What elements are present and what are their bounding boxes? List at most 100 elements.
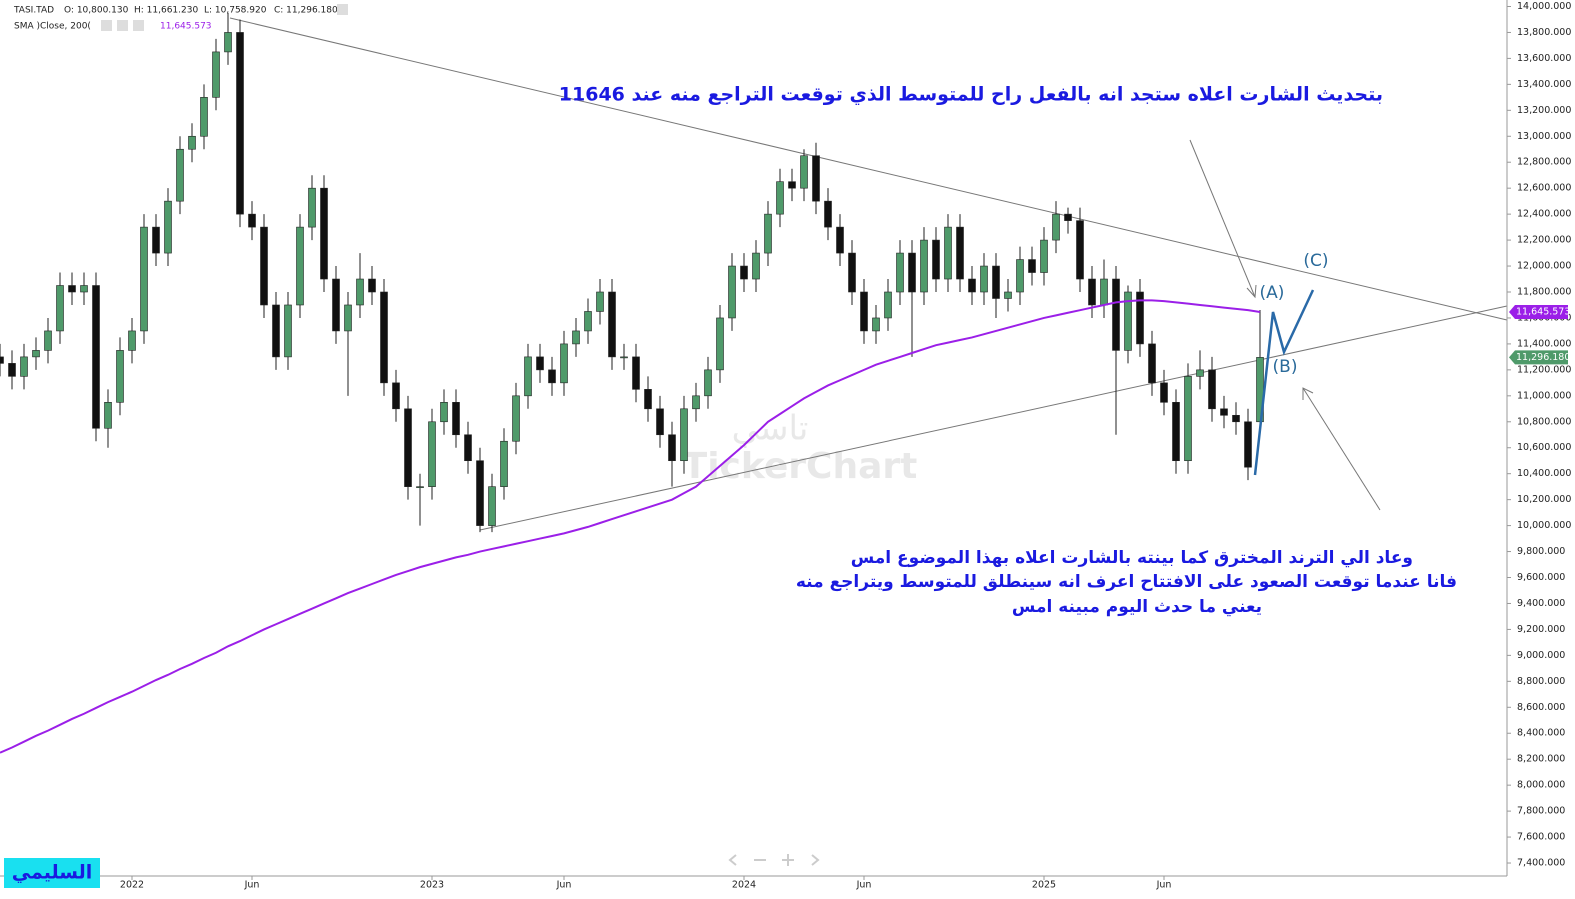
candle-body [896, 252, 904, 293]
candle-body [644, 389, 652, 410]
candle-body [212, 51, 220, 98]
wave-label: (A) [1260, 283, 1285, 303]
y-tick-label: 9,800.000 [1517, 546, 1565, 557]
candle-body [860, 291, 868, 332]
candle-body [440, 402, 448, 423]
candle-body [968, 278, 976, 293]
candle-body [692, 395, 700, 410]
author-badge [4, 858, 100, 888]
candle-body [908, 252, 916, 293]
candle-body [1076, 220, 1084, 280]
x-tick-label: Jun [244, 880, 260, 891]
candle-body [260, 226, 268, 306]
y-tick-label: 9,600.000 [1517, 572, 1565, 583]
arrow [1302, 387, 1381, 511]
y-tick-label: 10,000.000 [1517, 520, 1571, 531]
candle-body [956, 226, 964, 280]
candle-body [236, 32, 244, 215]
y-tick-label: 9,000.000 [1517, 650, 1565, 661]
candle-body [992, 265, 1000, 299]
candle-body [1052, 213, 1060, 241]
candle-body [500, 440, 508, 487]
candle-body [320, 187, 328, 280]
candle-body [656, 408, 664, 436]
candle-body [56, 285, 64, 332]
candle-body [836, 226, 844, 254]
candle-body [404, 408, 412, 487]
candle-body [920, 239, 928, 293]
candle-body [152, 226, 160, 254]
candle-body [392, 382, 400, 410]
candle-body [32, 350, 40, 358]
header: TASI.TAD O: 10,800.130 H: 11,661.230 L: … [13, 4, 348, 32]
icon[interactable] [117, 20, 128, 31]
icon[interactable] [101, 20, 112, 31]
candle-body [932, 239, 940, 280]
icon[interactable] [337, 4, 348, 15]
trend-line [229, 17, 1508, 321]
wave-label: (C) [1303, 251, 1328, 271]
candle-body [1028, 259, 1036, 273]
y-tick-label: 11,200.000 [1517, 364, 1571, 375]
icon[interactable] [133, 20, 144, 31]
candle-body [716, 317, 724, 371]
symbol: TASI.TAD [13, 6, 54, 16]
candle-body [536, 356, 544, 371]
candle-body [92, 285, 100, 429]
candle-body [1016, 259, 1024, 293]
y-tick-label: 11,400.000 [1517, 338, 1571, 349]
price-tag [1509, 305, 1568, 320]
candle-body [1136, 291, 1144, 345]
candle-body [572, 330, 580, 345]
candle-body [752, 252, 760, 280]
y-tick-label: 13,000.000 [1517, 131, 1571, 142]
y-tick-label: 10,400.000 [1517, 468, 1571, 479]
candle-body [284, 304, 292, 358]
candle-body [308, 187, 316, 228]
x-tick-label: Jun [1156, 880, 1172, 891]
nav-controls[interactable] [728, 854, 820, 866]
candle-body [548, 369, 556, 384]
candle-body [1220, 408, 1228, 416]
y-tick-label: 8,600.000 [1517, 702, 1565, 713]
x-tick-label: 2023 [420, 880, 444, 891]
candle-body [104, 402, 112, 429]
candle-body [596, 291, 604, 312]
candle-body [848, 252, 856, 293]
price-tag-label: 11,296.180 [1516, 352, 1570, 363]
candle-body [728, 265, 736, 319]
candle-body [1172, 402, 1180, 462]
candle-body [740, 265, 748, 280]
wave-label: (B) [1273, 357, 1298, 377]
candle-body [176, 148, 184, 202]
y-tick-label: 7,400.000 [1517, 858, 1565, 869]
candle-body [944, 226, 952, 280]
candle-body [812, 155, 820, 202]
candle-body [776, 181, 784, 215]
candle-body [872, 317, 880, 332]
y-tick-label: 8,000.000 [1517, 780, 1565, 791]
candle-body [0, 356, 4, 364]
candle-body [140, 226, 148, 332]
candle-body [524, 356, 532, 397]
candle-body [356, 278, 364, 306]
candle-body [1040, 239, 1048, 273]
y-tick-label: 9,200.000 [1517, 624, 1565, 635]
candle-body [1232, 414, 1240, 423]
candle-body [164, 200, 172, 254]
y-tick-label: 12,200.000 [1517, 235, 1571, 246]
candle-body [44, 330, 52, 351]
candle-body [512, 395, 520, 442]
candle-body [1004, 291, 1012, 299]
candle-body [884, 291, 892, 319]
candle-body [1112, 278, 1120, 351]
candle-body [632, 356, 640, 390]
annotation: بتحديث الشارت اعلاه ستجد انه بالفعل راح … [559, 84, 1383, 107]
price-tag [1509, 350, 1568, 365]
candle-body [1100, 278, 1108, 306]
ohlc: C: 11,296.180 [274, 6, 338, 16]
candle-body [1160, 382, 1168, 403]
candle-body [584, 311, 592, 332]
ohlc: H: 11,661.230 [134, 6, 198, 16]
candle-body [1196, 369, 1204, 377]
